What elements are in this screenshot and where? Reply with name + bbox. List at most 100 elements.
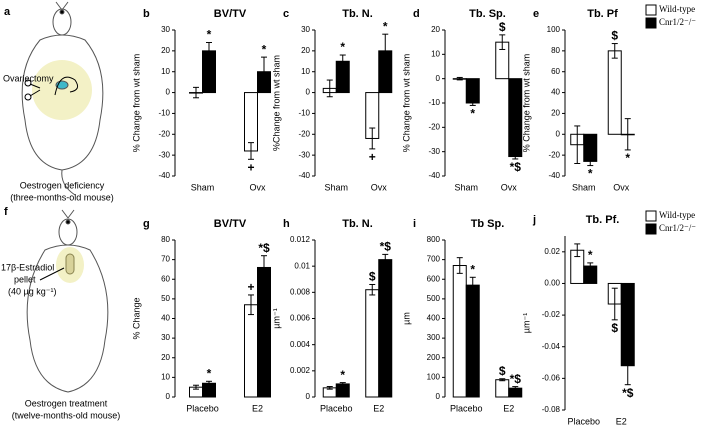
y-tick-label: 60: [551, 67, 560, 76]
chart-title: Tb Sp.: [471, 218, 505, 230]
illustration-label: (40 µg kg⁻¹): [8, 286, 56, 296]
panel-letter: d: [413, 8, 420, 20]
y-tick-label: -0.08: [542, 405, 561, 414]
panel-letter: e: [533, 8, 539, 20]
annotation: $: [499, 20, 506, 34]
y-tick-label: 30: [161, 25, 170, 34]
annotation: *: [207, 366, 212, 380]
y-tick-label: -0.02: [542, 310, 561, 319]
panel-letter: c: [283, 8, 289, 20]
y-tick-label: 80: [161, 235, 170, 244]
x-tick-label: E2: [373, 403, 384, 413]
y-tick-label: -30: [298, 150, 310, 159]
x-tick-label: Sham: [191, 182, 215, 192]
y-axis-label: µm: [401, 312, 411, 325]
annotation: *: [262, 42, 267, 56]
annotation: +: [247, 280, 254, 294]
y-tick-label: 50: [161, 294, 170, 303]
y-tick-label: -40: [298, 171, 310, 180]
y-axis-label: % Change from wt sham: [131, 54, 141, 153]
illustration-caption: Oestrogen deficiency: [20, 180, 105, 190]
bar: [452, 265, 467, 398]
y-tick-label: 0.012: [290, 235, 311, 244]
y-tick-label: 60: [161, 274, 170, 283]
annotation: *$: [510, 160, 522, 174]
annotation: $: [499, 364, 506, 378]
y-tick-label: -20: [158, 129, 170, 138]
y-tick-label: 0: [166, 392, 171, 401]
y-axis-label: %Change from wt sham: [271, 55, 281, 151]
y-tick-label: 20: [431, 25, 440, 34]
y-tick-label: 70: [161, 255, 170, 264]
annotation: *: [340, 40, 345, 54]
illustration-subcaption: (twelve-months-old mouse): [12, 410, 121, 420]
x-tick-label: Placebo: [567, 416, 600, 426]
y-tick-label: 0: [166, 88, 171, 97]
y-tick-label: 800: [427, 235, 441, 244]
annotation: *: [470, 107, 475, 121]
y-tick-label: 80: [551, 46, 560, 55]
y-tick-label: 700: [427, 255, 441, 264]
chart-title: Tb. N.: [342, 8, 373, 20]
annotation: *: [625, 151, 630, 165]
y-tick-label: 10: [161, 67, 170, 76]
x-tick-label: Ovx: [613, 182, 630, 192]
annotation: *$: [380, 240, 392, 254]
chart-title: Tb. N.: [342, 218, 373, 230]
panel-letter: g: [143, 218, 150, 230]
x-tick-label: Sham: [572, 182, 596, 192]
y-tick-label: 0.008: [290, 287, 311, 296]
y-tick-label: 600: [427, 274, 441, 283]
y-tick-label: 10: [431, 49, 440, 58]
x-tick-label: Ovx: [371, 182, 388, 192]
mouse-illustration: [26, 209, 109, 393]
annotation: *: [340, 368, 345, 382]
annotation: +: [247, 160, 254, 174]
x-tick-label: Sham: [454, 182, 478, 192]
illustration-label: pellet: [14, 274, 36, 284]
annotation: *$: [258, 241, 270, 255]
y-tick-label: 0: [436, 392, 441, 401]
y-tick-label: -40: [428, 171, 440, 180]
y-tick-label: 20: [301, 46, 310, 55]
y-axis-label: µm⁻¹: [271, 308, 281, 328]
illustration-caption: Oestrogen treatment: [25, 398, 108, 408]
y-tick-label: 30: [301, 25, 310, 34]
y-tick-label: 100: [547, 25, 561, 34]
y-tick-label: 100: [427, 372, 441, 381]
x-tick-label: Placebo: [186, 403, 219, 413]
bar: [495, 379, 510, 398]
y-tick-label: -40: [548, 171, 560, 180]
y-tick-label: 0: [556, 129, 561, 138]
annotation: $: [611, 29, 618, 43]
y-tick-label: -0.06: [542, 373, 561, 382]
y-tick-label: 30: [161, 333, 170, 342]
annotation: *: [207, 28, 212, 42]
y-tick-label: 0: [306, 392, 311, 401]
illustration-label: Ovariectomy: [3, 73, 54, 83]
x-tick-label: Ovx: [501, 182, 518, 192]
x-tick-label: Ovx: [249, 182, 266, 192]
y-tick-label: -10: [158, 109, 170, 118]
y-tick-label: -10: [298, 109, 310, 118]
annotation: $: [369, 270, 376, 284]
y-tick-label: -20: [548, 150, 560, 159]
legend-swatch: [645, 223, 657, 235]
bar: [465, 78, 480, 104]
chart-title: BV/TV: [214, 218, 247, 230]
annotation: *$: [510, 372, 522, 386]
annotation: *: [588, 167, 593, 181]
y-axis-label: % Change from wt sham: [401, 54, 411, 153]
illustration-label: 17β-Estradiol: [1, 262, 54, 272]
bar: [244, 304, 258, 398]
annotation: +: [369, 150, 376, 164]
legend-label: Wild-type: [659, 210, 695, 220]
panel-letter: j: [532, 214, 536, 226]
annotation: *$: [622, 386, 634, 400]
y-tick-label: 0.01: [294, 261, 310, 270]
y-tick-label: -10: [428, 98, 440, 107]
y-axis-label: µm⁻¹: [521, 313, 531, 333]
y-tick-label: 0.006: [290, 314, 311, 323]
y-tick-label: 500: [427, 294, 441, 303]
